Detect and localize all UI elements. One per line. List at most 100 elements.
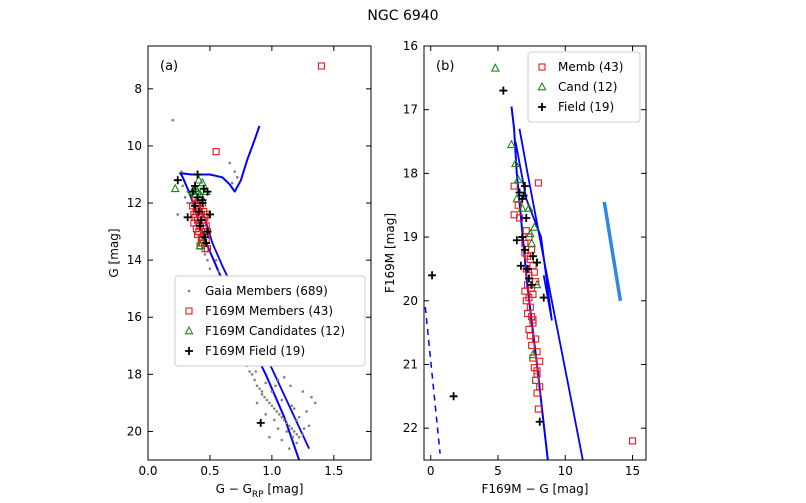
data-point-dot [268,401,271,405]
legend-marker-triangle [537,81,547,91]
data-point-square [533,367,541,375]
data-point-dot [270,390,274,393]
isochrone-tertiary-line [514,141,553,321]
data-point-plus [449,392,458,401]
data-point-dot [203,253,207,256]
data-point-dot [265,398,269,402]
y-tick-label: 20 [403,294,418,308]
data-point-dot [250,373,254,376]
data-point-dot [248,370,251,373]
x-axis-label-main: G − G [216,482,252,496]
data-point-plus [194,207,203,216]
y-tick-label: 16 [403,39,418,53]
figure-title: NGC 6940 [367,8,438,24]
data-point-dot [255,384,259,388]
y-tick-label: 16 [127,310,142,324]
series-plus [428,86,548,426]
data-point-square [533,389,541,397]
x-axis-label: G − GRP [mag] [216,482,304,500]
data-point-dot [273,407,276,410]
data-point-dot [280,415,284,419]
data-point-dot [258,387,261,390]
data-point-dot [290,427,294,430]
data-point-dot [276,378,280,382]
data-point-dot [310,395,313,399]
data-point-square [529,262,537,270]
data-point-dot [273,418,276,422]
data-point-square [532,376,540,384]
legend-marker-plus [185,347,193,355]
legend-marker-triangle [184,325,194,335]
data-point-square [528,341,536,349]
data-point-dot [186,201,189,205]
data-point-dot [233,170,237,173]
data-point-plus [520,245,529,254]
isochrone-line [510,106,549,460]
x-tick-label: 10 [558,464,573,478]
legend-label: F169M Members (43) [205,304,333,318]
data-point-triangle [510,158,521,168]
data-point-plus [183,213,192,222]
x-tick-label: 1.5 [324,464,343,478]
legend-label: Field (19) [558,100,614,114]
data-point-square [628,437,637,445]
data-point-dot [206,258,209,262]
data-point-dot [289,384,292,388]
data-point-dot [186,190,189,193]
data-point-dot [280,438,284,442]
y-tick-label: 20 [127,424,142,438]
data-point-plus [200,233,209,242]
data-point-dot [285,421,289,425]
panel-label: (b) [436,59,454,74]
y-tick-label: 18 [403,166,418,180]
y-tick-label: 21 [403,357,418,371]
data-point-dot [290,404,294,408]
data-point-dot [301,433,305,436]
data-point-plus [188,187,197,196]
data-point-triangle [513,174,523,184]
data-point-dot [295,433,298,436]
x-axis-label: F169M − G [mag] [482,482,589,496]
legend-marker-square [185,307,193,315]
data-point-triangle [195,240,205,250]
data-point-plus [512,236,521,245]
data-point-dot [275,410,279,413]
data-point-plus [193,193,202,202]
legend-label: Gaia Members (689) [205,284,328,298]
data-point-dot [285,430,289,433]
data-point-plus [197,216,206,225]
data-point-triangle [170,183,180,193]
x-tick-label: 1.0 [262,464,281,478]
plot-area [424,63,637,460]
legend-label: F169M Candidates (12) [205,324,345,338]
data-point-square [212,148,220,156]
data-point-plus [535,417,544,426]
data-point-dot [295,418,298,422]
data-point-dot [270,404,274,408]
y-axis-label: G [mag] [107,228,121,277]
data-point-plus [539,293,548,302]
data-point-triangle [194,175,204,184]
y-tick-label: 14 [127,253,142,267]
data-point-triangle [506,139,516,149]
legend-marker-square [538,63,546,71]
axes-frame [423,45,647,461]
data-point-dot [307,424,311,428]
data-point-plus [173,176,182,185]
data-point-triangle [527,238,537,247]
data-point-square [532,278,540,286]
data-point-square [525,294,533,302]
panel-b-chart: 0 5 10 15 16 17 18 19 20 21 22 F169M − G [mag] F169M… [383,39,647,496]
y-tick-label: 22 [403,421,418,435]
data-point-dot [235,176,239,179]
legend-box [174,275,366,367]
data-point-plus [522,213,531,222]
legend-label: Cand (12) [558,80,617,94]
y-axis-label: F169M [mag] [383,213,397,293]
data-point-plus [518,233,527,242]
data-point-dot [282,418,286,422]
data-point-triangle [490,63,500,72]
legend: Memb (43) Cand (12) Field (19) [527,51,641,123]
